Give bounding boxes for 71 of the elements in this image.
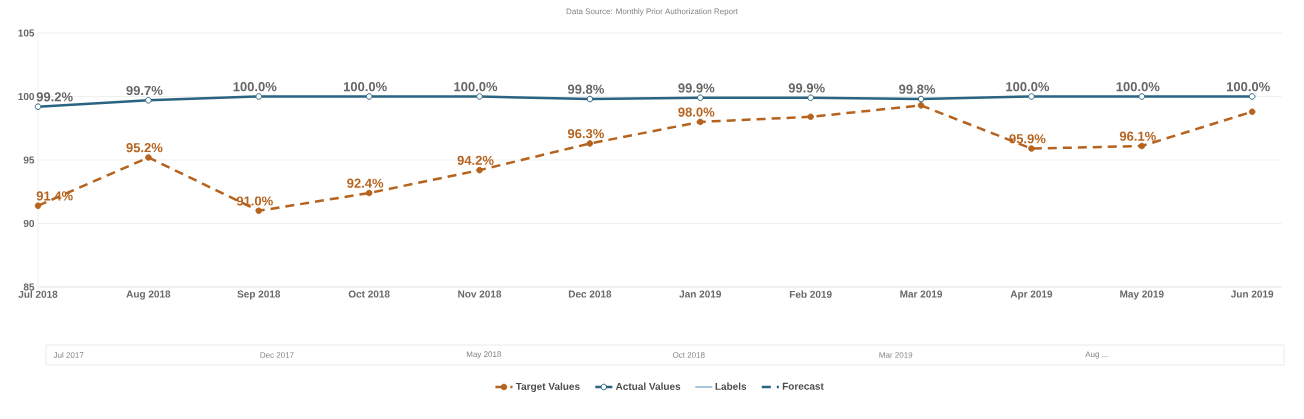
data-label: 95.9% [1009, 134, 1046, 144]
data-label: 99.9% [788, 83, 825, 93]
point [1248, 93, 1256, 100]
legend-label: Forecast [782, 382, 824, 390]
data-label: 100.0% [233, 82, 277, 92]
data-label: 95.2% [126, 143, 163, 153]
x-tick-label: Sep 2018 [237, 290, 281, 300]
data-label: 99.7% [126, 85, 163, 96]
y-tick-label: 85 [23, 283, 35, 291]
y-tick-label: 90 [23, 219, 35, 228]
x-tick-label: Jun 2019 [1230, 290, 1274, 298]
point [917, 95, 925, 103]
text: Oct 2018 [672, 352, 705, 358]
point [917, 102, 925, 109]
point [476, 93, 483, 100]
data-label: 100.0% [343, 82, 387, 92]
data-label: 99.8% [567, 84, 604, 94]
text: May 2018 [466, 351, 502, 359]
point [807, 94, 814, 102]
data-label: 98.0% [678, 107, 715, 117]
point [476, 166, 483, 174]
data-label: 99.2% [36, 92, 73, 102]
text: Jul 2017 [53, 352, 84, 358]
x-tick-label: Mar 2019 [900, 290, 943, 298]
point [586, 95, 594, 103]
x-tick-label: Dec 2018 [568, 290, 612, 298]
point [1138, 142, 1146, 150]
point [1138, 93, 1146, 100]
text: Mar 2019 [879, 352, 913, 358]
x-tick-label: Nov 2018 [458, 290, 502, 298]
point [696, 94, 704, 102]
point [255, 207, 263, 215]
point [145, 154, 152, 161]
x-tick-label: Apr 2019 [1010, 290, 1053, 300]
legend-label: Target Values [515, 382, 580, 392]
point [34, 202, 42, 210]
point [255, 93, 263, 100]
point [807, 113, 814, 121]
point [696, 118, 704, 126]
data-label: 96.1% [1119, 131, 1156, 141]
point [145, 97, 152, 104]
data-label: 100.0% [1226, 82, 1270, 92]
x-tick-label: May 2019 [1120, 290, 1164, 300]
x-tick-label: Jul 2018 [18, 290, 58, 298]
x-tick-label: Jan 2019 [679, 290, 722, 298]
y-tick-label: 95 [23, 156, 35, 164]
point [365, 189, 373, 197]
legend-label: Labels [715, 382, 747, 390]
point [365, 93, 373, 100]
data-label: 96.3% [567, 129, 604, 139]
y-tick-label: 100 [18, 92, 35, 101]
data-label: 100.0% [1116, 82, 1160, 92]
text: Aug ... [1085, 351, 1108, 359]
data-label: 92.4% [347, 178, 384, 188]
point [1248, 108, 1256, 116]
x-tick-label: Aug 2018 [126, 290, 171, 300]
x-tick-label: Feb 2019 [789, 290, 832, 298]
data-label: 100.0% [1006, 82, 1050, 92]
point [1028, 145, 1035, 152]
text: Dec 2017 [260, 352, 294, 358]
legend-label: Actual Values [615, 382, 681, 390]
data-label: 100.0% [454, 82, 498, 92]
data-label: 94.2% [457, 155, 494, 165]
point [586, 140, 594, 147]
x-tick-label: Oct 2018 [348, 290, 390, 298]
point [1028, 93, 1035, 100]
data-label: 99.9% [678, 83, 715, 93]
y-tick-label: 105 [18, 29, 35, 37]
point [34, 103, 42, 110]
data-label: 99.8% [899, 84, 936, 94]
chart-title: Data Source: Monthly Prior Authorization Report [566, 8, 738, 16]
